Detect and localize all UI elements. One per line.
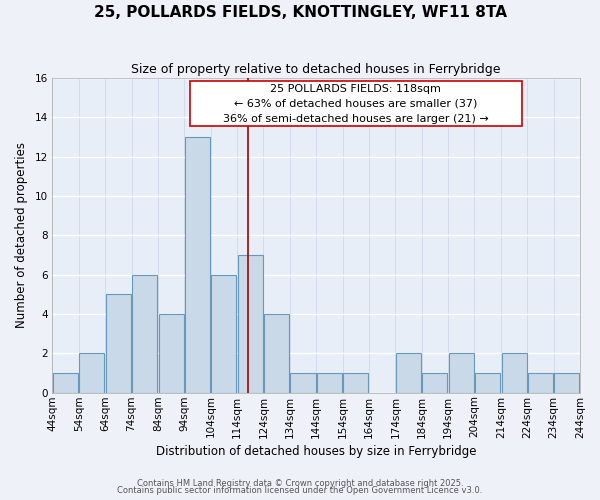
- Bar: [185, 137, 210, 392]
- Bar: [290, 373, 316, 392]
- Text: 36% of semi-detached houses are larger (21) →: 36% of semi-detached houses are larger (…: [223, 114, 488, 124]
- X-axis label: Distribution of detached houses by size in Ferrybridge: Distribution of detached houses by size …: [156, 444, 476, 458]
- Title: Size of property relative to detached houses in Ferrybridge: Size of property relative to detached ho…: [131, 62, 501, 76]
- Bar: [343, 373, 368, 392]
- Bar: [79, 354, 104, 393]
- Bar: [158, 314, 184, 392]
- Bar: [132, 274, 157, 392]
- Bar: [396, 354, 421, 393]
- Bar: [238, 255, 263, 392]
- Bar: [53, 373, 78, 392]
- Bar: [502, 354, 527, 393]
- Bar: [264, 314, 289, 392]
- Text: 25 POLLARDS FIELDS: 118sqm: 25 POLLARDS FIELDS: 118sqm: [271, 84, 441, 94]
- Bar: [528, 373, 553, 392]
- Y-axis label: Number of detached properties: Number of detached properties: [15, 142, 28, 328]
- Text: Contains HM Land Registry data © Crown copyright and database right 2025.: Contains HM Land Registry data © Crown c…: [137, 478, 463, 488]
- Bar: [554, 373, 580, 392]
- Bar: [449, 354, 474, 393]
- Bar: [422, 373, 448, 392]
- FancyBboxPatch shape: [190, 81, 522, 126]
- Text: Contains public sector information licensed under the Open Government Licence v3: Contains public sector information licen…: [118, 486, 482, 495]
- Bar: [106, 294, 131, 392]
- Bar: [475, 373, 500, 392]
- Text: ← 63% of detached houses are smaller (37): ← 63% of detached houses are smaller (37…: [234, 98, 478, 108]
- Bar: [211, 274, 236, 392]
- Text: 25, POLLARDS FIELDS, KNOTTINGLEY, WF11 8TA: 25, POLLARDS FIELDS, KNOTTINGLEY, WF11 8…: [94, 5, 506, 20]
- Bar: [317, 373, 342, 392]
